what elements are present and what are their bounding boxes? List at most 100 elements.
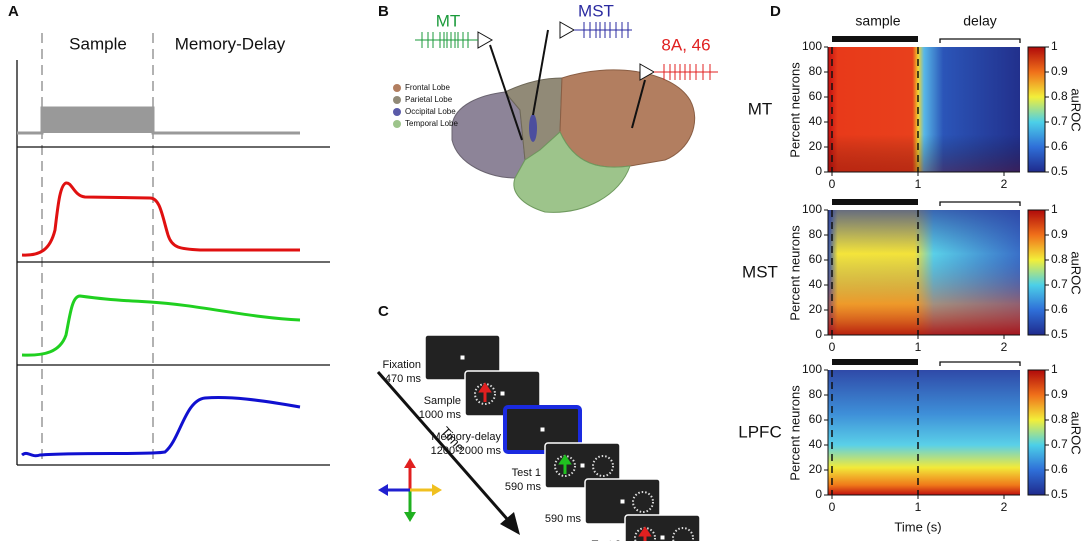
y-tick-label: 80 xyxy=(809,387,823,401)
heatmap xyxy=(828,210,1020,335)
y-tick-label: 20 xyxy=(809,302,823,316)
screen-duration: 590 ms xyxy=(505,481,542,493)
x-tick-label: 0 xyxy=(829,340,836,354)
x-tick-label: 2 xyxy=(1001,500,1008,514)
screen-duration: 470 ms xyxy=(385,373,422,385)
panel-label: A xyxy=(8,3,19,20)
panel-label: C xyxy=(378,303,389,320)
trace-blue xyxy=(21,395,301,458)
colorbar-tick-label: 0.7 xyxy=(1051,437,1068,451)
recording-site xyxy=(529,114,537,142)
electrode xyxy=(532,29,549,116)
legend-label: Temporal Lobe xyxy=(405,119,458,128)
fixation-point xyxy=(460,355,465,360)
fixation-point xyxy=(500,391,505,396)
x-tick-label: 1 xyxy=(915,500,922,514)
y-tick-label: 0 xyxy=(815,487,822,501)
colorbar-tick-label: 0.8 xyxy=(1051,89,1068,103)
x-tick-label: 1 xyxy=(915,177,922,191)
y-tick-label: 80 xyxy=(809,64,823,78)
epoch-label: Sample xyxy=(69,34,127,53)
y-tick-label: 80 xyxy=(809,227,823,241)
y-tick-label: 100 xyxy=(802,39,822,53)
row-label: MST xyxy=(742,262,778,281)
x-axis-label: Time (s) xyxy=(894,519,941,534)
colorbar-label: auROC xyxy=(1069,251,1084,294)
screen-name: Fixation xyxy=(382,359,421,371)
screen-duration: 1200-2000 ms xyxy=(431,445,502,457)
epoch-label: delay xyxy=(963,13,996,29)
colorbar-tick-label: 0.7 xyxy=(1051,114,1068,128)
colorbar-tick-label: 0.8 xyxy=(1051,412,1068,426)
screen-name: Test 1 xyxy=(512,467,541,479)
spike-train xyxy=(574,22,632,38)
y-axis-label: Percent neurons xyxy=(787,225,802,321)
colorbar-tick-label: 0.8 xyxy=(1051,252,1068,266)
colorbar-tick-label: 0.9 xyxy=(1051,227,1068,241)
colorbar-label: auROC xyxy=(1069,411,1084,454)
panel-a: A Sample Memory-Delay xyxy=(8,3,330,466)
y-tick-label: 40 xyxy=(809,114,823,128)
area-label: MT xyxy=(436,11,461,30)
x-tick-label: 0 xyxy=(829,177,836,191)
colorbar xyxy=(1027,46,1046,173)
temporal-lobe xyxy=(513,131,631,213)
colorbar-tick-label: 0.6 xyxy=(1051,302,1068,316)
trace-green xyxy=(21,294,301,357)
heatmap xyxy=(828,370,1020,495)
area-label: 8A, 46 xyxy=(661,35,710,54)
x-tick-label: 2 xyxy=(1001,177,1008,191)
time-arrow xyxy=(376,371,510,521)
x-tick-label: 1 xyxy=(915,340,922,354)
delay-bracket xyxy=(939,361,1021,366)
panel-label: B xyxy=(378,3,389,20)
y-tick-label: 20 xyxy=(809,139,823,153)
x-tick-label: 2 xyxy=(1001,340,1008,354)
lobe-legend: Frontal Lobe Parietal Lobe Occipital Lob… xyxy=(393,83,458,128)
colorbar-tick-label: 1 xyxy=(1051,39,1058,53)
spike-train xyxy=(415,32,478,48)
motion-arrow xyxy=(638,526,652,541)
panel-label: D xyxy=(770,3,781,20)
dot-patch xyxy=(592,455,614,477)
y-tick-label: 0 xyxy=(815,327,822,341)
colorbar-label: auROC xyxy=(1069,88,1084,131)
spike-train xyxy=(654,64,718,80)
delay-bracket xyxy=(939,201,1021,206)
fixation-point xyxy=(580,463,585,468)
fixation-point xyxy=(660,535,665,540)
occipital-lobe xyxy=(451,91,526,179)
screen-duration: 1000 ms xyxy=(419,409,462,421)
colorbar-tick-label: 0.9 xyxy=(1051,387,1068,401)
fixation-point xyxy=(540,427,545,432)
screen-name: Test 2 xyxy=(592,539,621,541)
colorbar-tick-label: 0.9 xyxy=(1051,64,1068,78)
y-axis-label: Percent neurons xyxy=(787,62,802,158)
y-tick-label: 40 xyxy=(809,437,823,451)
trace-red xyxy=(21,181,300,257)
colorbar-tick-label: 0.5 xyxy=(1051,487,1068,501)
time-arrowhead xyxy=(500,512,520,535)
electrode xyxy=(489,44,523,141)
y-axis-label: Percent neurons xyxy=(787,385,802,481)
screen-duration: 590 ms xyxy=(545,513,582,525)
electrode xyxy=(631,79,646,129)
stimulus-box xyxy=(42,108,153,133)
colorbar-tick-label: 1 xyxy=(1051,362,1058,376)
frontal-lobe xyxy=(559,69,696,168)
delay-bracket xyxy=(939,38,1021,43)
heatmap xyxy=(828,47,1020,172)
colorbar-tick-label: 0.5 xyxy=(1051,164,1068,178)
y-tick-label: 0 xyxy=(815,164,822,178)
fixation-point xyxy=(620,499,625,504)
colorbar-tick-label: 0.6 xyxy=(1051,462,1068,476)
y-tick-label: 60 xyxy=(809,89,823,103)
colorbar-tick-label: 0.7 xyxy=(1051,277,1068,291)
epoch-label: Memory-Delay xyxy=(175,34,286,53)
epoch-label: sample xyxy=(855,13,900,29)
x-tick-label: 0 xyxy=(829,500,836,514)
motion-arrow xyxy=(558,454,572,474)
